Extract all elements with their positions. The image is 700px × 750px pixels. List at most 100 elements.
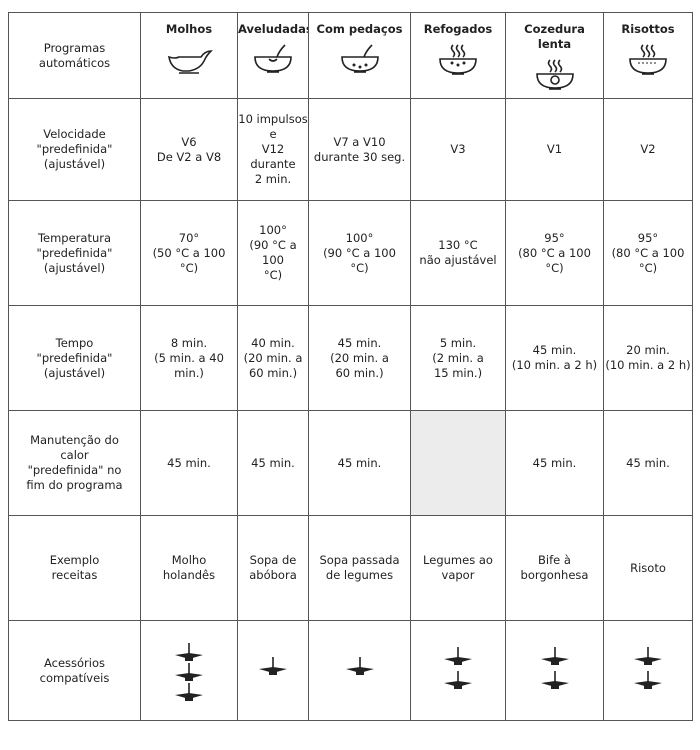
icon-part xyxy=(340,44,379,73)
icon-part xyxy=(454,684,462,689)
cell: 45 min. xyxy=(505,410,604,516)
program-name: Risottos xyxy=(621,22,675,36)
accessory-cell xyxy=(140,620,238,721)
header-cell: Refogados xyxy=(410,12,506,99)
cell-text: 45 min. xyxy=(167,455,211,470)
icon-part xyxy=(340,56,379,72)
cell: 95° (80 °C a 100 °C) xyxy=(603,200,693,306)
icon-part xyxy=(540,680,569,687)
table-row: Temperatura "predefinida" (ajustável) 70°… xyxy=(8,200,693,306)
icon-part xyxy=(362,44,373,58)
table-body: Programas automáticos Molhos Aveludadas Com… xyxy=(8,12,693,721)
program-icon xyxy=(310,43,410,79)
table-row: Velocidade "predefinida" (ajustável) V6 D… xyxy=(8,98,693,201)
table-row: Manutenção do calor "predefinida" no fim… xyxy=(8,410,693,516)
accessory-cell xyxy=(237,620,309,721)
cell: 45 min. xyxy=(237,410,309,516)
program-name: Com pedaços xyxy=(316,22,403,36)
row-label: Exemplo receitas xyxy=(8,515,141,621)
cell-text: 45 min. xyxy=(251,455,295,470)
icon-part xyxy=(185,696,193,701)
cell: V7 a V10 durante 30 seg. xyxy=(308,98,411,201)
cell: Bife à borgonhesa xyxy=(505,515,604,621)
cell-text: Sopa passada de legumes xyxy=(319,553,400,582)
icon-part xyxy=(185,676,193,681)
icon-part xyxy=(644,684,652,689)
icon-part xyxy=(550,684,559,689)
program-icon xyxy=(412,43,505,79)
icon-part xyxy=(269,670,277,675)
cell-text: 100° (90 °C a 100 °C) xyxy=(249,223,297,282)
cell-text: V6 De V2 a V8 xyxy=(156,134,222,164)
table-row: Acessórios compatíveis xyxy=(8,620,693,721)
accessory-icon xyxy=(310,641,410,707)
icon-part xyxy=(550,660,559,665)
cell: 45 min. (10 min. a 2 h) xyxy=(505,305,604,411)
icon-part xyxy=(439,58,477,74)
icon-part xyxy=(444,656,472,663)
accessory-icon xyxy=(412,641,505,707)
icon-part xyxy=(175,672,203,679)
accessory-icon xyxy=(239,641,308,707)
cell: 100° (90 °C a 100 °C) xyxy=(308,200,411,306)
icon-part xyxy=(358,65,361,69)
cell-text: Sopa de abóbora xyxy=(249,553,297,582)
program-table: Programas automáticos Molhos Aveludadas Com… xyxy=(8,12,693,721)
program-icon xyxy=(605,43,692,79)
icon-part xyxy=(167,50,213,72)
cell-text: 40 min. (20 min. a 60 min.) xyxy=(243,335,303,380)
icon-part xyxy=(254,44,292,73)
cell-text: Exemplo receitas xyxy=(49,553,100,582)
cell-text: V7 a V10 durante 30 seg. xyxy=(313,134,406,164)
cell: 100° (90 °C a 100 °C) xyxy=(237,200,309,306)
cell-text: 70° (50 °C a 100 °C) xyxy=(152,230,226,275)
icon-part xyxy=(454,660,462,665)
cell: 5 min. (2 min. a 15 min.) xyxy=(410,305,506,411)
icon-part xyxy=(175,692,203,699)
header-cell: Risottos xyxy=(603,12,693,99)
header-cell: Cozedura lenta xyxy=(505,12,604,99)
cell-text: Acessórios compatíveis xyxy=(39,655,110,685)
cell: V2 xyxy=(603,98,693,201)
cell-text: Bife à borgonhesa xyxy=(520,553,589,582)
cell: 45 min. (20 min. a 60 min.) xyxy=(308,305,411,411)
icon-part xyxy=(540,646,569,689)
row-label: Manutenção do calor "predefinida" no fim… xyxy=(8,410,141,516)
accessory-icon xyxy=(142,641,237,707)
empty-cell xyxy=(410,410,506,516)
cell: V6 De V2 a V8 xyxy=(140,98,238,201)
icon-part xyxy=(439,44,477,75)
header-cell: Programas automáticos xyxy=(8,12,141,99)
program-icon xyxy=(239,43,308,79)
cell: Molho holandês xyxy=(140,515,238,621)
icon-part xyxy=(547,59,562,73)
icon-part xyxy=(634,680,662,687)
icon-part xyxy=(259,666,287,673)
icon-part xyxy=(259,656,287,675)
cell: V3 xyxy=(410,98,506,201)
icon-part xyxy=(450,44,466,58)
accessory-icon xyxy=(507,641,603,707)
header-row: Programas automáticos Molhos Aveludadas Com… xyxy=(8,12,693,99)
row-label: Acessórios compatíveis xyxy=(8,620,141,721)
cell: 95° (80 °C a 100 °C) xyxy=(505,200,604,306)
accessory-cell xyxy=(603,620,693,721)
cell: Risoto xyxy=(603,515,693,621)
icon-part xyxy=(629,58,667,74)
icon-part xyxy=(644,660,652,665)
cell-text: V3 xyxy=(450,142,466,156)
icon-part xyxy=(450,61,454,65)
icon-part xyxy=(355,670,364,675)
icon-part xyxy=(535,73,574,89)
row-label: Velocidade "predefinida" (ajustável) xyxy=(8,98,141,201)
cell-text: 45 min. xyxy=(626,455,670,470)
cell-text: Manutenção do calor "predefinida" no fim… xyxy=(26,433,123,492)
icon-part xyxy=(345,666,374,673)
icon-part xyxy=(629,44,667,75)
row-label: Tempo "predefinida" (ajustável) xyxy=(8,305,141,411)
cell-text: Tempo "predefinida" (ajustável) xyxy=(36,335,113,380)
icon-part xyxy=(535,59,574,90)
cell-text: 45 min. (10 min. a 2 h) xyxy=(511,343,598,372)
cell: 45 min. xyxy=(603,410,693,516)
